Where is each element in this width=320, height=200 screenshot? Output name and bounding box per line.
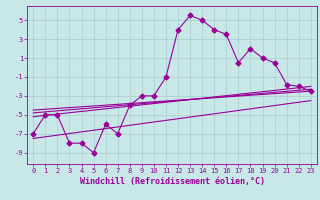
X-axis label: Windchill (Refroidissement éolien,°C): Windchill (Refroidissement éolien,°C)	[79, 177, 265, 186]
